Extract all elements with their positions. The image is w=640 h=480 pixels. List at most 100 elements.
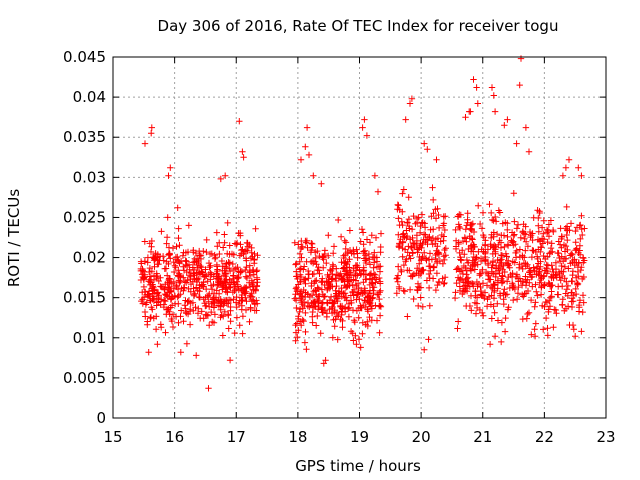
data-point — [549, 226, 557, 234]
data-point — [353, 307, 361, 314]
data-point — [466, 233, 473, 240]
data-point — [297, 271, 304, 278]
data-point — [427, 226, 434, 233]
data-point — [302, 293, 309, 301]
data-point — [567, 220, 575, 227]
data-point — [573, 279, 581, 287]
data-point — [303, 124, 311, 131]
x-tick-label: 18 — [288, 428, 307, 446]
data-point — [573, 274, 580, 281]
data-point — [363, 132, 371, 139]
data-point — [165, 277, 173, 284]
data-point — [308, 246, 315, 254]
data-point — [291, 295, 298, 302]
data-point — [357, 238, 364, 245]
data-point — [502, 314, 509, 322]
data-point — [344, 248, 352, 256]
data-point — [536, 209, 543, 217]
data-point — [440, 280, 447, 288]
data-point — [410, 295, 417, 303]
data-point — [558, 253, 565, 260]
data-point — [562, 164, 570, 171]
data-point — [225, 259, 232, 266]
data-point — [463, 222, 470, 229]
data-point — [200, 315, 207, 322]
data-point — [198, 308, 205, 315]
data-point — [148, 124, 155, 131]
data-point — [429, 241, 436, 248]
data-point — [365, 298, 373, 306]
data-point — [180, 249, 187, 256]
data-point — [377, 287, 384, 294]
data-point — [478, 225, 486, 232]
data-point — [575, 249, 582, 257]
data-point — [482, 268, 490, 276]
data-point — [158, 324, 165, 331]
data-point — [480, 312, 487, 319]
data-point — [242, 273, 250, 280]
data-point — [486, 276, 493, 283]
data-point — [478, 246, 485, 253]
data-point — [147, 248, 155, 256]
data-point — [196, 285, 203, 292]
data-point — [498, 319, 506, 326]
data-point — [544, 227, 552, 235]
data-point — [175, 319, 182, 326]
data-point — [220, 282, 227, 289]
data-point — [555, 250, 562, 257]
x-axis-label: GPS time / hours — [295, 457, 421, 475]
data-point — [488, 234, 495, 242]
x-tick-label: 21 — [473, 428, 492, 446]
data-point — [541, 303, 548, 310]
data-point — [308, 279, 315, 287]
data-point — [417, 294, 424, 301]
data-point — [413, 219, 421, 226]
data-point — [500, 300, 507, 308]
data-point — [215, 302, 223, 309]
data-point — [292, 321, 299, 329]
data-point — [469, 262, 476, 269]
data-point — [426, 302, 433, 309]
data-point — [546, 303, 554, 310]
data-point — [503, 253, 510, 260]
data-point — [240, 154, 247, 161]
data-point — [563, 286, 570, 293]
data-point — [153, 296, 161, 303]
data-point — [302, 275, 309, 283]
data-point — [534, 292, 541, 299]
data-point — [231, 240, 239, 247]
data-point — [501, 243, 508, 251]
data-point — [377, 303, 385, 310]
data-point — [309, 319, 316, 326]
data-point — [253, 276, 261, 283]
data-point — [503, 291, 511, 298]
data-point — [246, 279, 253, 286]
data-point — [532, 281, 539, 288]
data-point — [338, 259, 345, 266]
data-point — [468, 280, 476, 287]
data-point — [185, 222, 192, 229]
data-point — [394, 206, 401, 213]
data-point — [409, 272, 416, 279]
data-point — [167, 287, 175, 294]
data-point — [292, 297, 300, 304]
data-point — [490, 280, 497, 288]
data-point — [190, 285, 197, 292]
data-point — [366, 239, 374, 246]
data-point — [574, 268, 582, 276]
data-point — [365, 290, 373, 297]
data-point — [552, 272, 559, 279]
data-point — [568, 277, 575, 285]
data-point — [293, 273, 300, 280]
data-point — [217, 175, 224, 183]
data-point — [171, 300, 179, 307]
data-point — [467, 267, 475, 274]
data-point — [314, 312, 321, 320]
data-point — [139, 273, 146, 281]
data-point — [354, 250, 361, 257]
data-point — [350, 286, 358, 294]
data-point — [222, 263, 229, 270]
data-point — [569, 251, 576, 258]
data-point — [429, 275, 437, 282]
